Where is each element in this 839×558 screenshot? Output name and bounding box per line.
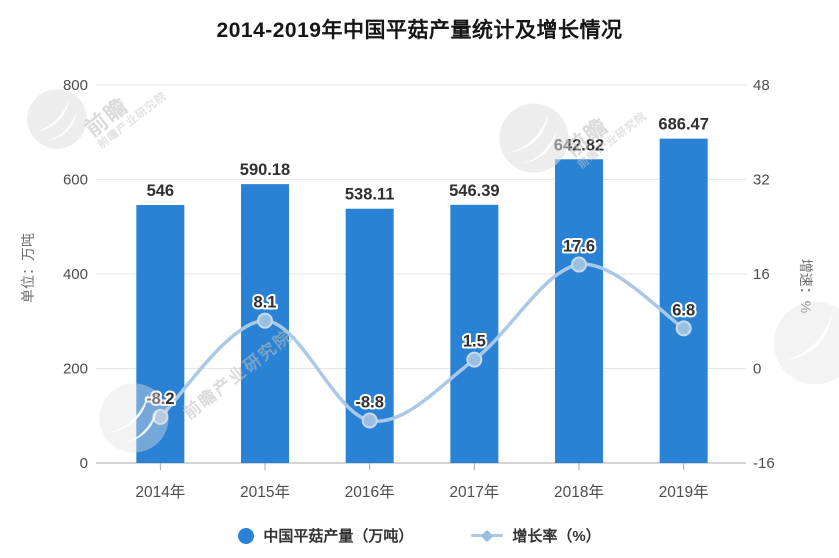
bar-value-label: 546	[147, 182, 175, 200]
right-axis-unit-label: 增速：%	[798, 258, 814, 314]
chart-title: 2014-2019年中国平菇产量统计及增长情况	[216, 19, 623, 42]
left-axis-tick-label: 600	[63, 172, 88, 189]
line-marker	[466, 351, 483, 368]
bar-value-label: 642.82	[554, 136, 604, 154]
bar-value-label: 538.11	[345, 186, 395, 204]
right-axis-tick-label: 48	[753, 77, 770, 94]
line-value-label: 8.1	[254, 294, 277, 312]
x-axis-label: 2018年	[554, 483, 604, 501]
legend-item-growth-rate: 增长率（%）	[471, 525, 601, 546]
bar-value-label: 546.39	[449, 182, 499, 200]
line-value-label: 6.8	[672, 301, 695, 319]
x-axis-label: 2014年	[135, 483, 185, 501]
legend-label-growth-rate: 增长率（%）	[512, 528, 601, 545]
bar-series-marker-icon	[238, 527, 255, 544]
line-series-marker-icon	[471, 529, 504, 542]
left-axis-unit-label: 单位：万吨	[20, 233, 36, 303]
legend-item-production: 中国平菇产量（万吨）	[238, 525, 413, 546]
line-marker	[361, 412, 378, 429]
bar-value-label: 686.47	[658, 116, 708, 134]
x-axis-label: 2015年	[240, 483, 290, 501]
legend: 中国平菇产量（万吨） 增长率（%）	[0, 525, 839, 546]
x-axis-label: 2016年	[345, 483, 395, 501]
left-axis-tick-label: 0	[80, 455, 88, 472]
growth-rate-line	[158, 262, 686, 423]
line-value-label: 17.6	[563, 238, 595, 256]
left-axis-tick-label: 800	[63, 77, 88, 94]
right-axis-tick-label: -16	[753, 455, 775, 472]
line-value-label: -8.2	[146, 390, 174, 408]
line-value-label: 1.5	[463, 333, 486, 351]
line-value-label: -8.8	[355, 393, 383, 411]
bar	[659, 138, 708, 463]
left-axis-tick-label: 200	[63, 361, 88, 378]
right-axis-tick-label: 0	[753, 361, 761, 378]
bar	[450, 204, 499, 463]
line-marker	[152, 408, 169, 425]
right-axis-tick-label: 16	[753, 266, 770, 283]
line-marker	[257, 312, 273, 329]
x-axis-label: 2017年	[449, 483, 499, 501]
bar	[555, 159, 603, 463]
bar-value-label: 590.18	[240, 161, 290, 179]
legend-label-production: 中国平菇产量（万吨）	[263, 528, 414, 545]
right-axis-tick-label: 32	[753, 172, 770, 189]
line-marker	[675, 320, 692, 337]
x-axis-label: 2019年	[659, 483, 709, 501]
left-axis-tick-label: 400	[63, 266, 88, 283]
line-marker	[571, 256, 587, 273]
